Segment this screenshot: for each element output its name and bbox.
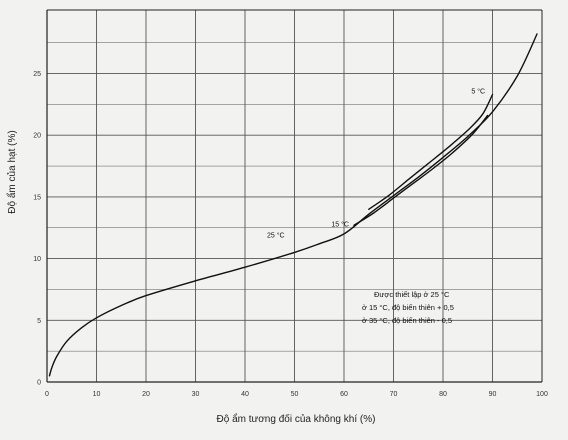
x-tick-label: 10 [93,391,101,398]
y-tick-label: 0 [37,380,41,387]
y-tick-label: 20 [33,133,41,140]
x-tick-label: 80 [439,391,447,398]
x-tick-label: 100 [536,391,548,398]
x-tick-label: 30 [192,391,200,398]
x-tick-label: 60 [340,391,348,398]
x-tick-label: 20 [142,391,150,398]
series-lines [48,33,538,377]
series-label-25c: 25 °C [267,232,285,240]
grid [47,10,543,382]
x-tick-label: 0 [45,391,49,398]
annotation-box: Được thiết lập ở 25 °C ở 15 °C, độ biến … [362,290,454,325]
x-tick-label: 90 [489,391,497,398]
y-tick-label: 25 [33,71,41,78]
x-axis-title: Độ ẩm tương đối của không khí (%) [217,413,376,425]
series-line-2 [353,114,489,226]
y-tick-labels: 0 5 10 15 20 25 [33,71,41,386]
y-tick-label: 5 [37,318,41,325]
series-label-5c: 5 °C [471,87,485,95]
x-tick-label: 40 [241,391,249,398]
annotation-line-1: Được thiết lập ở 25 °C [374,290,450,299]
y-tick-label: 15 [33,194,41,201]
series-line-1 [48,33,538,377]
series-label-15c: 15 °C [331,221,349,229]
y-axis-title: Độ ẩm của hạt (%) [6,130,18,213]
x-tick-label: 70 [390,391,398,398]
axes [46,9,543,383]
series-line-3 [368,93,494,210]
annotation-line-2: ở 15 °C, độ biến thiên + 0,5 [362,303,454,312]
x-tick-labels: 0 10 20 30 40 50 60 70 80 90 100 [45,391,548,398]
series-labels: 25 °C 15 °C 5 °C [267,87,485,239]
y-tick-label: 10 [33,256,41,263]
annotation-line-3: ở 35 °C, độ biến thiên - 0,5 [362,316,452,325]
x-tick-label: 50 [291,391,299,398]
